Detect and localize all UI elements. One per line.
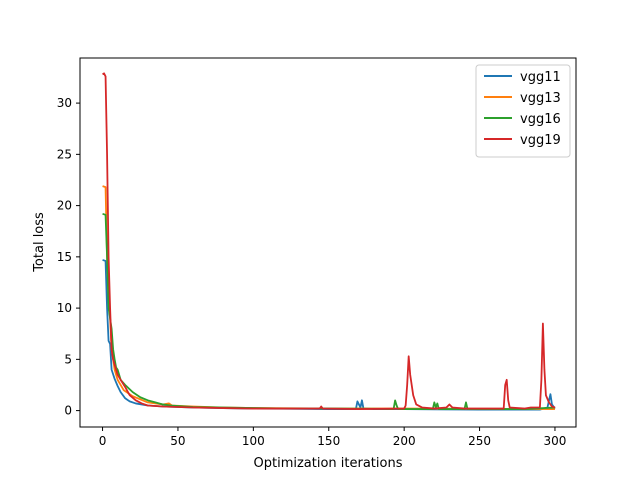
legend-label-vgg16: vgg16 xyxy=(520,112,561,127)
x-axis: 0 50 100 150 200 250 300 xyxy=(99,427,567,448)
y-axis-label: Total loss xyxy=(32,212,47,273)
legend-box xyxy=(475,64,571,158)
legend: vgg11 vgg13 vgg16 vgg19 xyxy=(475,64,571,158)
plot-frame xyxy=(79,57,577,428)
x-tick-label: 300 xyxy=(544,434,567,448)
y-tick-label: 10 xyxy=(57,301,72,315)
x-axis-label: Optimization iterations xyxy=(254,456,403,471)
y-tick-label: 5 xyxy=(64,352,72,366)
x-tick-label: 200 xyxy=(393,434,416,448)
y-axis: 0 5 10 15 20 25 30 xyxy=(57,96,80,418)
x-tick-label: 50 xyxy=(170,434,185,448)
x-tick-label: 0 xyxy=(99,434,107,448)
y-tick-label: 30 xyxy=(57,96,72,110)
legend-label-vgg11: vgg11 xyxy=(520,70,561,85)
series-line-vgg19 xyxy=(102,72,556,410)
y-tick-label: 25 xyxy=(57,147,72,161)
x-tick-label: 250 xyxy=(468,434,491,448)
x-tick-label: 150 xyxy=(317,434,340,448)
y-tick-label: 0 xyxy=(64,404,72,418)
x-tick-label: 100 xyxy=(242,434,265,448)
y-tick-label: 15 xyxy=(57,250,72,264)
legend-label-vgg13: vgg13 xyxy=(520,91,561,106)
y-tick-label: 20 xyxy=(57,199,72,213)
series-layer xyxy=(102,72,556,411)
legend-label-vgg19: vgg19 xyxy=(520,133,561,148)
